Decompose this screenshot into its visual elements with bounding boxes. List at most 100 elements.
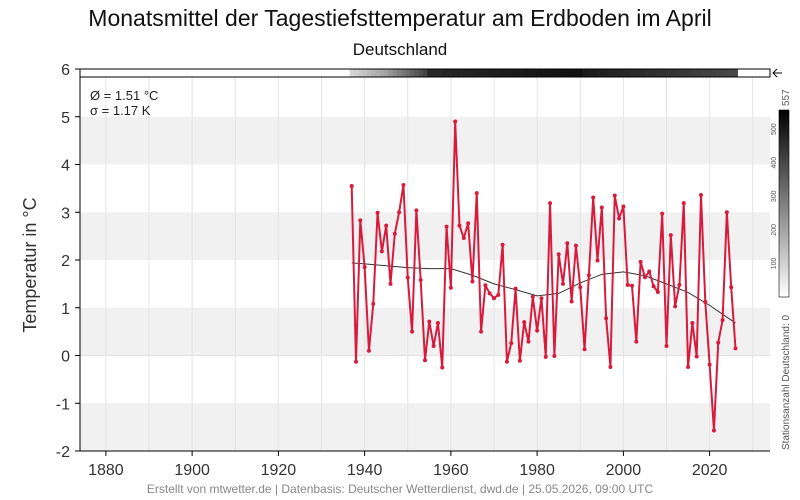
data-point [552,353,557,358]
data-point [466,221,471,226]
station-strip-cell [362,69,368,77]
station-strip-cell [685,69,691,77]
station-strip-cell [500,69,506,77]
data-point [431,343,436,348]
data-point [375,210,380,215]
x-tick-label: 2000 [606,462,642,479]
station-strip-cell [474,69,480,77]
x-tick-label: 1900 [174,462,210,479]
station-strip-cell [522,69,527,77]
data-point [699,193,703,198]
data-point [673,304,678,309]
data-point [690,321,695,326]
data-point [453,119,458,124]
data-point [630,283,634,288]
station-strip-cell [668,69,674,77]
station-strip-cell [681,69,687,77]
data-point [513,286,518,291]
data-point [401,183,406,188]
data-point [582,347,587,352]
station-strip-cell [698,69,704,77]
data-point [668,233,673,238]
data-point [625,282,630,287]
station-strip-cell [487,69,493,77]
station-strip-cell [724,69,730,77]
station-strip-cell [707,69,713,77]
y-tick-label: 3 [61,205,70,222]
station-strip-cell [543,69,549,77]
data-point [483,283,488,288]
x-tick-label: 1880 [88,462,124,479]
footer-credit: Erstellt von mtwetter.de | Datenbasis: D… [146,482,654,496]
data-point [578,285,583,290]
data-point [392,231,397,236]
data-point [651,284,656,289]
station-strip-cell [556,69,562,77]
data-point [492,296,496,301]
data-point [509,341,514,346]
colorbar-tick-label: 500 [771,123,778,135]
station-strip-cell [703,69,708,77]
station-strip-cell [375,69,381,77]
data-point [573,243,578,248]
strip-arrow-icon [772,68,782,78]
data-point [733,346,738,351]
station-strip-cell [612,69,618,77]
data-point [496,292,501,297]
station-max-label: 557 [781,89,792,106]
chart-title: Monatsmittel der Tagestiefsttemperatur a… [88,5,712,31]
y-tick-label: 4 [61,158,70,175]
station-strip-cell [405,69,411,77]
station-strip-cell [573,69,579,77]
data-point [504,359,509,364]
station-strip-cell [491,69,497,77]
station-strip-cell [716,69,721,77]
station-strip-cell [509,69,514,77]
station-strip-cell [591,69,596,77]
data-point [707,362,712,367]
station-strip-cell [465,69,471,77]
data-point [608,364,613,369]
station-strip-cell [534,69,540,77]
data-point [703,300,708,305]
station-strip-cell [711,69,717,77]
grid-band [80,212,770,260]
station-strip-cell [638,69,644,77]
data-point [664,343,669,348]
station-strip-cell [621,69,626,77]
data-point [470,279,475,284]
station-strip-cell [569,69,575,77]
data-point [371,301,376,306]
data-point [565,241,570,246]
station-strip-cell [530,69,536,77]
data-point [655,289,660,294]
station-strip-cell [444,69,450,77]
data-point [686,364,691,369]
data-point [612,193,617,198]
station-strip-cell [560,69,566,77]
y-tick-labels: 6 5 4 3 2 1 0 -1 -2 [56,62,80,461]
grid-band [80,116,770,165]
station-strip-cell [651,69,657,77]
y-tick-label: -1 [56,396,70,413]
data-point [729,285,734,290]
station-count-label: Stationsanzahl Deutschland: 0 [781,314,792,450]
data-point [694,354,699,359]
data-point [539,296,544,301]
data-point [414,208,419,213]
data-point [561,281,565,286]
station-strip-cell [616,69,622,77]
station-strip-cell [642,69,648,77]
station-strip-cell [677,69,682,77]
station-strip-cell [409,69,415,77]
station-strip-cell [733,69,738,77]
data-point [362,265,367,270]
data-point [405,275,410,280]
data-point [379,249,384,254]
data-point [358,218,363,223]
data-point [586,273,591,278]
station-strip-cell [634,69,639,77]
data-point [634,339,639,344]
data-point [423,358,427,363]
